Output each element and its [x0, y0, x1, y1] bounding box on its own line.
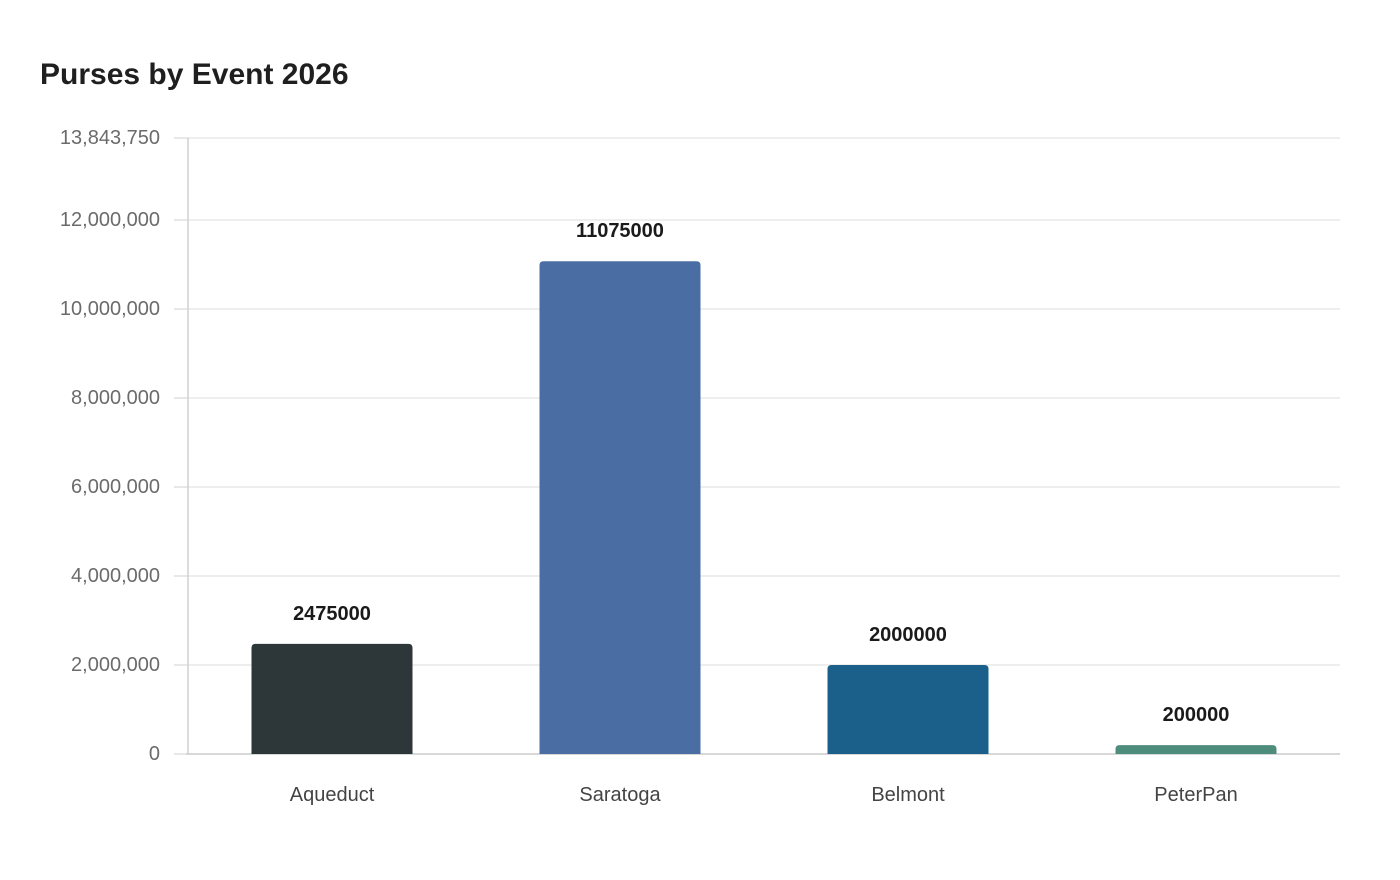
data-label-belmont: 2000000: [869, 624, 947, 646]
bar-saratoga[interactable]: [539, 261, 701, 754]
x-tick-labels: Aqueduct Saratoga Belmont PeterPan: [290, 784, 1238, 806]
y-tick-label: 10,000,000: [60, 298, 160, 320]
y-tick-label: 0: [149, 743, 160, 765]
data-label-aqueduct: 2475000: [293, 603, 371, 625]
data-label-peterpan: 200000: [1163, 704, 1230, 726]
y-tick-label: 13,843,750: [60, 127, 160, 149]
y-tick-label: 12,000,000: [60, 209, 160, 231]
x-tick-label-saratoga: Saratoga: [579, 784, 661, 806]
chart-title: Purses by Event 2026: [40, 58, 349, 91]
y-tick-label: 2,000,000: [71, 654, 160, 676]
y-tick-label: 8,000,000: [71, 387, 160, 409]
x-tick-label-peterpan: PeterPan: [1154, 784, 1237, 806]
data-label-saratoga: 11075000: [576, 220, 664, 242]
x-tick-label-aqueduct: Aqueduct: [290, 784, 375, 806]
bar-peterpan[interactable]: [1115, 745, 1277, 754]
x-tick-label-belmont: Belmont: [871, 784, 945, 806]
y-tick-label: 6,000,000: [71, 476, 160, 498]
y-tick-labels: 0 2,000,000 4,000,000 6,000,000 8,000,000 10,…: [60, 127, 160, 765]
bar-aqueduct[interactable]: [251, 643, 413, 754]
bar-belmont[interactable]: [827, 665, 989, 754]
data-labels: 2475000 11075000 2000000 200000: [293, 220, 1229, 726]
y-tick-label: 4,000,000: [71, 565, 160, 587]
bars: [251, 261, 1277, 754]
gridlines: [188, 137, 1340, 666]
